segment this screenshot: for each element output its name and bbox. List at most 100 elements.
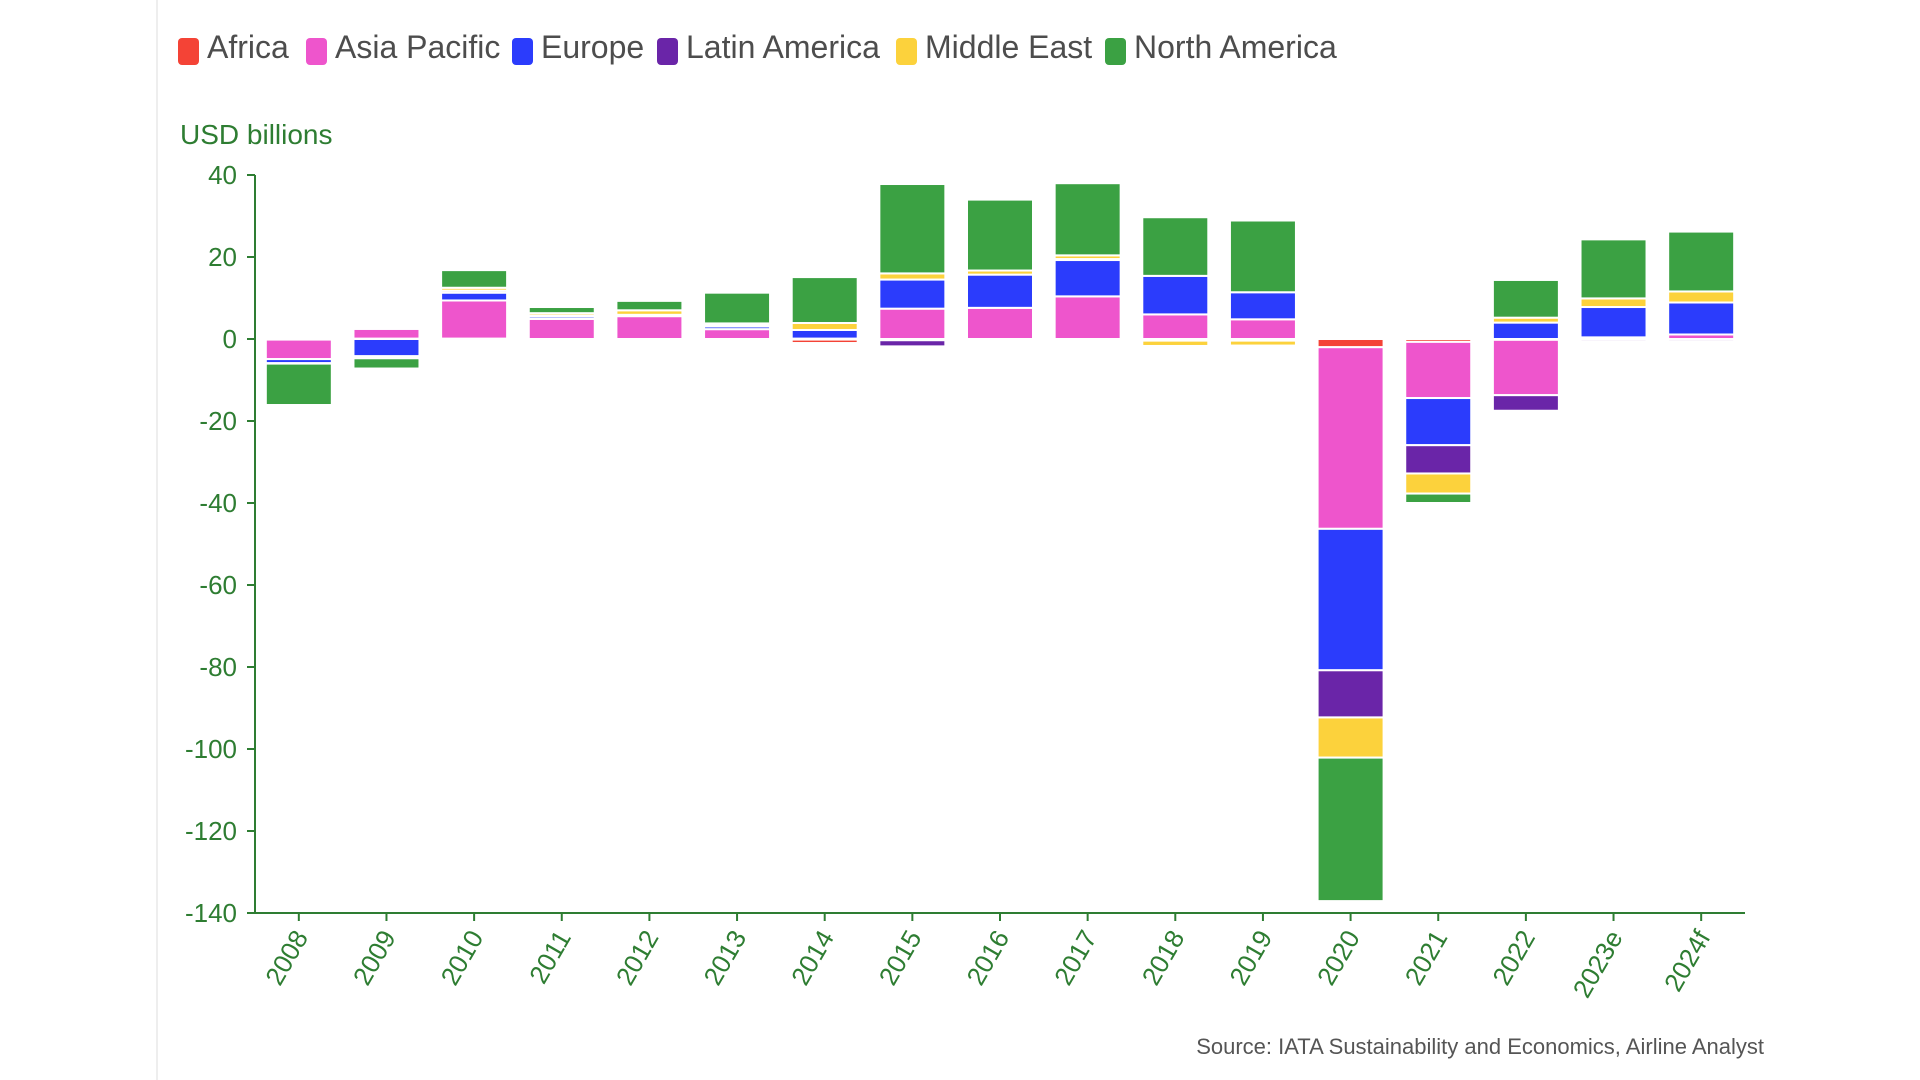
- bar-segment-middle-east-2008: [264, 337, 333, 341]
- y-axis-ticks: 40 20 0 -20 -40 -60 -80 -100 -120 -140: [185, 160, 255, 928]
- bar-stack-2021: [1404, 338, 1473, 505]
- x-tick-label-2023e: 2023e: [1567, 925, 1629, 1003]
- bar-segment-asia-pacific-2008: [264, 338, 333, 361]
- bar-segment-middle-east-2018: [1141, 339, 1210, 347]
- y-tick-label: -20: [199, 406, 237, 436]
- bar-segment-latin-america-2024f: [1667, 338, 1736, 343]
- legend-label-africa: Africa: [207, 29, 289, 65]
- bar-segment-asia-pacific-2018: [1141, 313, 1210, 340]
- bar-stack-2019: [1228, 219, 1297, 347]
- x-tick-label-2017: 2017: [1048, 925, 1103, 990]
- bar-segment-north-america-2018: [1141, 216, 1210, 277]
- legend-swatch-europe: [512, 38, 533, 65]
- x-axis-ticks: 2008 2009 2010 2011 2012 2013 2014 2015 2016 2017…: [259, 913, 1717, 1003]
- bar-segment-europe-2018: [1141, 274, 1210, 316]
- bar-segment-north-america-2021: [1404, 492, 1473, 505]
- bar-stack-2017: [1053, 182, 1122, 341]
- bar-stack-2015: [878, 183, 947, 348]
- x-tick-label-2010: 2010: [434, 925, 489, 990]
- bar-segment-asia-pacific-2020: [1316, 346, 1385, 530]
- bar-stack-2022: [1491, 278, 1560, 412]
- bar-segment-latin-america-2015: [878, 339, 947, 348]
- bar-segment-north-america-2008: [264, 362, 333, 407]
- bar-segment-asia-pacific-2022: [1491, 338, 1560, 397]
- y-axis-label: USD billions: [180, 119, 333, 150]
- y-tick-label: -140: [185, 898, 237, 928]
- bar-segment-asia-pacific-2011: [527, 317, 596, 341]
- bar-segment-north-america-2022: [1491, 278, 1560, 319]
- bar-segment-asia-pacific-2013: [703, 328, 772, 341]
- bar-segment-asia-pacific-2019: [1228, 318, 1297, 341]
- bar-segment-latin-america-2020: [1316, 669, 1385, 719]
- x-tick-label-2013: 2013: [697, 925, 752, 990]
- legend-label-latin-america: Latin America: [686, 29, 880, 65]
- bar-segment-north-america-2009: [352, 357, 421, 370]
- x-tick-label-2016: 2016: [960, 925, 1015, 990]
- bar-segment-europe-2016: [966, 273, 1034, 309]
- bar-segment-africa-2020: [1316, 338, 1385, 349]
- legend-label-asia-pacific: Asia Pacific: [335, 29, 500, 65]
- legend-swatch-north-america: [1105, 38, 1126, 65]
- legend-swatch-asia-pacific: [306, 38, 327, 65]
- bar-segment-europe-2023e: [1579, 306, 1648, 339]
- legend-label-europe: Europe: [541, 29, 644, 65]
- y-tick-label: 40: [208, 160, 237, 190]
- x-tick-label-2012: 2012: [610, 925, 665, 990]
- bar-stack-2018: [1141, 216, 1210, 347]
- bars-group: [264, 182, 1736, 903]
- bar-segment-latin-america-2021: [1404, 444, 1473, 475]
- bar-segment-middle-east-2020: [1316, 716, 1385, 759]
- bar-segment-asia-pacific-2021: [1404, 340, 1473, 400]
- bar-segment-latin-america-2016: [966, 338, 1034, 342]
- legend-item-latin-america: Latin America: [657, 29, 880, 65]
- bar-stack-2012: [615, 299, 684, 341]
- x-tick-label-2024f: 2024f: [1658, 924, 1717, 996]
- bar-stack-2011: [527, 306, 596, 341]
- x-tick-label-2019: 2019: [1223, 925, 1278, 990]
- x-tick-label-2018: 2018: [1136, 925, 1191, 990]
- bar-segment-north-america-2020: [1316, 756, 1385, 903]
- y-tick-label: 20: [208, 242, 237, 272]
- x-tick-label-2011: 2011: [523, 925, 577, 988]
- bar-stack-2014: [790, 276, 859, 346]
- bar-segment-middle-east-2024f: [1667, 290, 1736, 304]
- source-note: Source: IATA Sustainability and Economic…: [1196, 1034, 1764, 1059]
- x-tick-label-2022: 2022: [1486, 925, 1541, 990]
- legend-item-africa: Africa: [178, 29, 289, 65]
- bar-stack-2020: [1316, 338, 1385, 903]
- bar-segment-europe-2017: [1053, 258, 1122, 298]
- bar-segment-asia-pacific-2017: [1053, 295, 1122, 340]
- bar-segment-europe-2024f: [1667, 301, 1736, 336]
- bar-segment-europe-2009: [352, 338, 421, 358]
- bar-segment-asia-pacific-2012: [615, 315, 684, 341]
- page-left-divider: [156, 0, 158, 1080]
- bar-segment-europe-2019: [1228, 291, 1297, 321]
- bar-segment-latin-america-2023e: [1579, 338, 1648, 343]
- bar-segment-asia-pacific-2015: [878, 307, 947, 341]
- bar-segment-asia-pacific-2010: [440, 299, 509, 340]
- legend-item-asia-pacific: Asia Pacific: [306, 29, 500, 65]
- bar-segment-latin-america-2009: [352, 326, 421, 330]
- bar-stack-2023e: [1579, 238, 1648, 343]
- bar-segment-europe-2010: [440, 291, 509, 302]
- bar-segment-asia-pacific-2009: [352, 327, 421, 340]
- bar-segment-north-america-2011: [527, 306, 596, 315]
- bar-segment-north-america-2017: [1053, 182, 1122, 257]
- bar-segment-north-america-2023e: [1579, 238, 1648, 300]
- bar-stack-2013: [703, 291, 772, 341]
- bar-segment-europe-2022: [1491, 321, 1560, 341]
- bar-segment-middle-east-2021: [1404, 472, 1473, 495]
- legend-label-north-america: North America: [1134, 29, 1337, 65]
- bar-segment-asia-pacific-2016: [966, 306, 1034, 340]
- bar-segment-north-america-2019: [1228, 219, 1297, 294]
- x-tick-label-2020: 2020: [1311, 925, 1366, 990]
- bar-segment-middle-east-2019: [1228, 339, 1297, 347]
- bar-stack-2009: [352, 326, 421, 370]
- legend-label-middle-east: Middle East: [925, 29, 1092, 65]
- x-tick-label-2008: 2008: [259, 925, 314, 990]
- x-tick-label-2009: 2009: [347, 925, 402, 990]
- bar-segment-europe-2021: [1404, 397, 1473, 447]
- y-tick-label: -120: [185, 816, 237, 846]
- legend-item-north-america: North America: [1105, 29, 1337, 65]
